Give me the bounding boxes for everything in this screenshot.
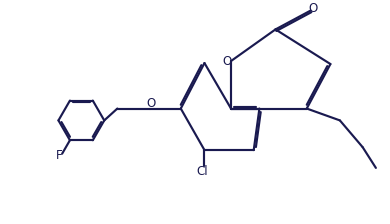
Text: Cl: Cl <box>197 165 208 178</box>
Text: O: O <box>147 97 156 110</box>
Text: O: O <box>309 2 318 15</box>
Text: O: O <box>222 55 231 68</box>
Text: F: F <box>56 149 62 162</box>
